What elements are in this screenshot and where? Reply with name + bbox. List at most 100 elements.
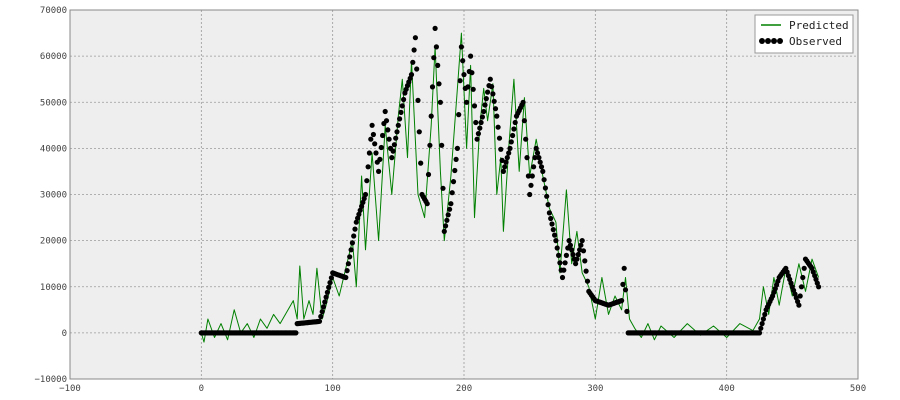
observed-point xyxy=(320,304,327,310)
series-observed xyxy=(198,25,822,336)
observed-point xyxy=(414,66,420,72)
observed-point xyxy=(449,190,455,196)
observed-point xyxy=(798,284,805,290)
observed-point xyxy=(382,108,388,115)
observed-point xyxy=(415,97,421,103)
observed-point xyxy=(523,136,529,142)
observed-point xyxy=(427,142,433,148)
observed-point xyxy=(538,164,545,170)
observed-point xyxy=(386,136,392,142)
observed-point xyxy=(489,84,495,90)
observed-point xyxy=(368,136,374,142)
observed-point xyxy=(395,122,401,128)
observed-point xyxy=(527,191,533,198)
observed-point xyxy=(760,316,767,322)
observed-point xyxy=(756,330,763,336)
observed-point xyxy=(477,125,483,131)
observed-point xyxy=(318,313,324,320)
observed-point xyxy=(487,76,493,82)
y-tick-label: 70000 xyxy=(40,6,67,16)
observed-point xyxy=(797,293,803,299)
observed-point xyxy=(620,281,626,287)
legend-observed-swatch xyxy=(759,38,783,44)
observed-point xyxy=(391,142,397,148)
observed-point xyxy=(495,124,501,130)
y-tick-label: 10000 xyxy=(40,283,67,293)
observed-point xyxy=(362,191,369,198)
observed-point xyxy=(475,131,481,137)
legend-predicted-label: Predicted xyxy=(789,19,849,32)
observed-point xyxy=(319,309,325,315)
observed-point xyxy=(344,268,350,274)
observed-point xyxy=(456,112,462,118)
observed-point xyxy=(483,96,489,102)
observed-point xyxy=(622,287,629,293)
observed-point xyxy=(478,119,484,126)
observed-point xyxy=(473,119,479,126)
legend: Predicted Observed xyxy=(754,14,854,54)
observed-point xyxy=(801,265,807,271)
observed-point xyxy=(482,102,488,108)
observed-point xyxy=(441,228,447,234)
y-tick-label: 60000 xyxy=(40,52,67,62)
observed-point xyxy=(401,96,407,103)
observed-point xyxy=(506,150,512,156)
observed-point xyxy=(435,62,441,68)
observed-point xyxy=(541,177,547,183)
observed-point xyxy=(432,25,438,31)
observed-point xyxy=(796,302,802,308)
observed-point xyxy=(349,240,355,246)
observed-point xyxy=(328,275,334,281)
x-tick-label: 200 xyxy=(456,384,472,394)
observed-point xyxy=(410,59,416,65)
observed-point xyxy=(460,58,466,64)
observed-point xyxy=(525,173,532,179)
observed-point xyxy=(503,159,509,165)
observed-point xyxy=(390,148,396,154)
observed-point xyxy=(548,215,554,222)
observed-point xyxy=(366,150,372,156)
observed-point xyxy=(464,99,470,105)
observed-point xyxy=(393,135,399,141)
observed-point xyxy=(353,219,359,225)
observed-point xyxy=(583,268,589,274)
observed-point xyxy=(454,145,460,151)
observed-point xyxy=(758,325,764,331)
observed-point xyxy=(316,318,323,324)
observed-point xyxy=(373,150,379,156)
observed-point xyxy=(578,242,584,248)
legend-observed-label: Observed xyxy=(789,35,842,48)
observed-point xyxy=(351,233,357,239)
observed-point xyxy=(322,299,328,305)
observed-point xyxy=(398,109,404,115)
observed-point xyxy=(553,238,559,244)
observed-point xyxy=(544,193,550,199)
observed-point xyxy=(323,294,329,300)
observed-point xyxy=(457,78,463,84)
observed-point xyxy=(621,265,627,271)
observed-point xyxy=(385,127,391,133)
observed-point xyxy=(580,248,587,254)
observed-point xyxy=(347,254,353,260)
observed-point xyxy=(508,139,514,145)
observed-point xyxy=(624,308,630,314)
observed-point xyxy=(458,44,464,50)
y-tick-label: 50000 xyxy=(40,98,67,108)
observed-point xyxy=(461,72,467,78)
plot-frame xyxy=(69,9,859,380)
observed-point xyxy=(416,129,422,135)
observed-point xyxy=(436,81,442,87)
observed-point xyxy=(447,206,453,212)
observed-point xyxy=(471,103,478,109)
x-tick-label: 400 xyxy=(719,384,735,394)
observed-point xyxy=(468,53,474,59)
observed-point xyxy=(762,311,768,317)
observed-point xyxy=(470,86,476,92)
observed-point xyxy=(504,155,510,161)
y-tick-label: 0 xyxy=(62,329,67,339)
observed-point xyxy=(440,185,446,191)
observed-point xyxy=(496,135,503,141)
observed-point xyxy=(411,47,417,53)
observed-point xyxy=(559,274,566,281)
